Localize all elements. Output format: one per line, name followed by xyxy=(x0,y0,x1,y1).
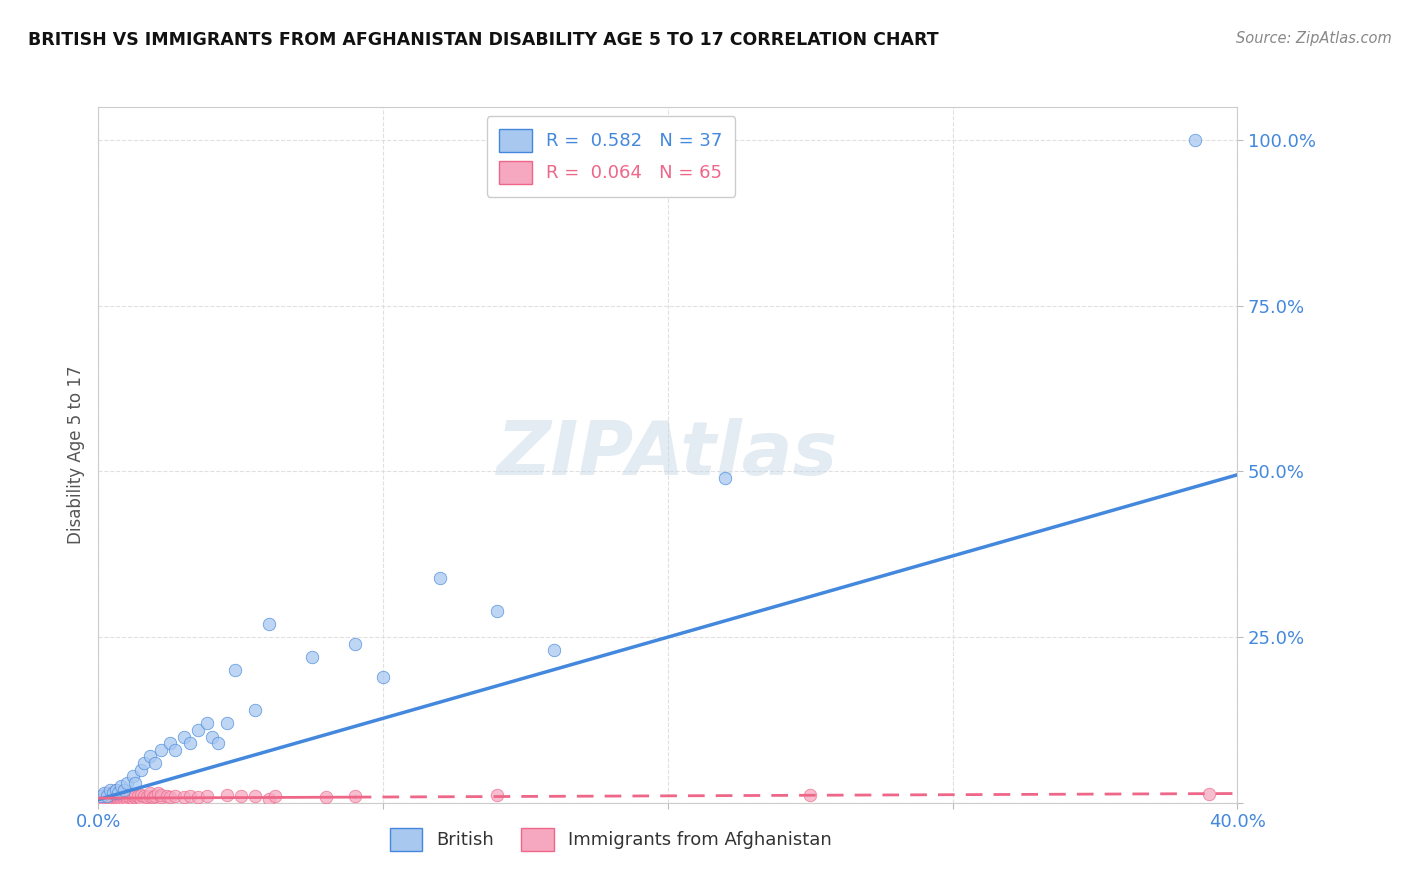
Text: BRITISH VS IMMIGRANTS FROM AFGHANISTAN DISABILITY AGE 5 TO 17 CORRELATION CHART: BRITISH VS IMMIGRANTS FROM AFGHANISTAN D… xyxy=(28,31,939,49)
Text: Source: ZipAtlas.com: Source: ZipAtlas.com xyxy=(1236,31,1392,46)
Text: ZIPAtlas: ZIPAtlas xyxy=(498,418,838,491)
Legend: R =  0.582   N = 37, R =  0.064   N = 65: R = 0.582 N = 37, R = 0.064 N = 65 xyxy=(486,116,735,197)
Y-axis label: Disability Age 5 to 17: Disability Age 5 to 17 xyxy=(66,366,84,544)
